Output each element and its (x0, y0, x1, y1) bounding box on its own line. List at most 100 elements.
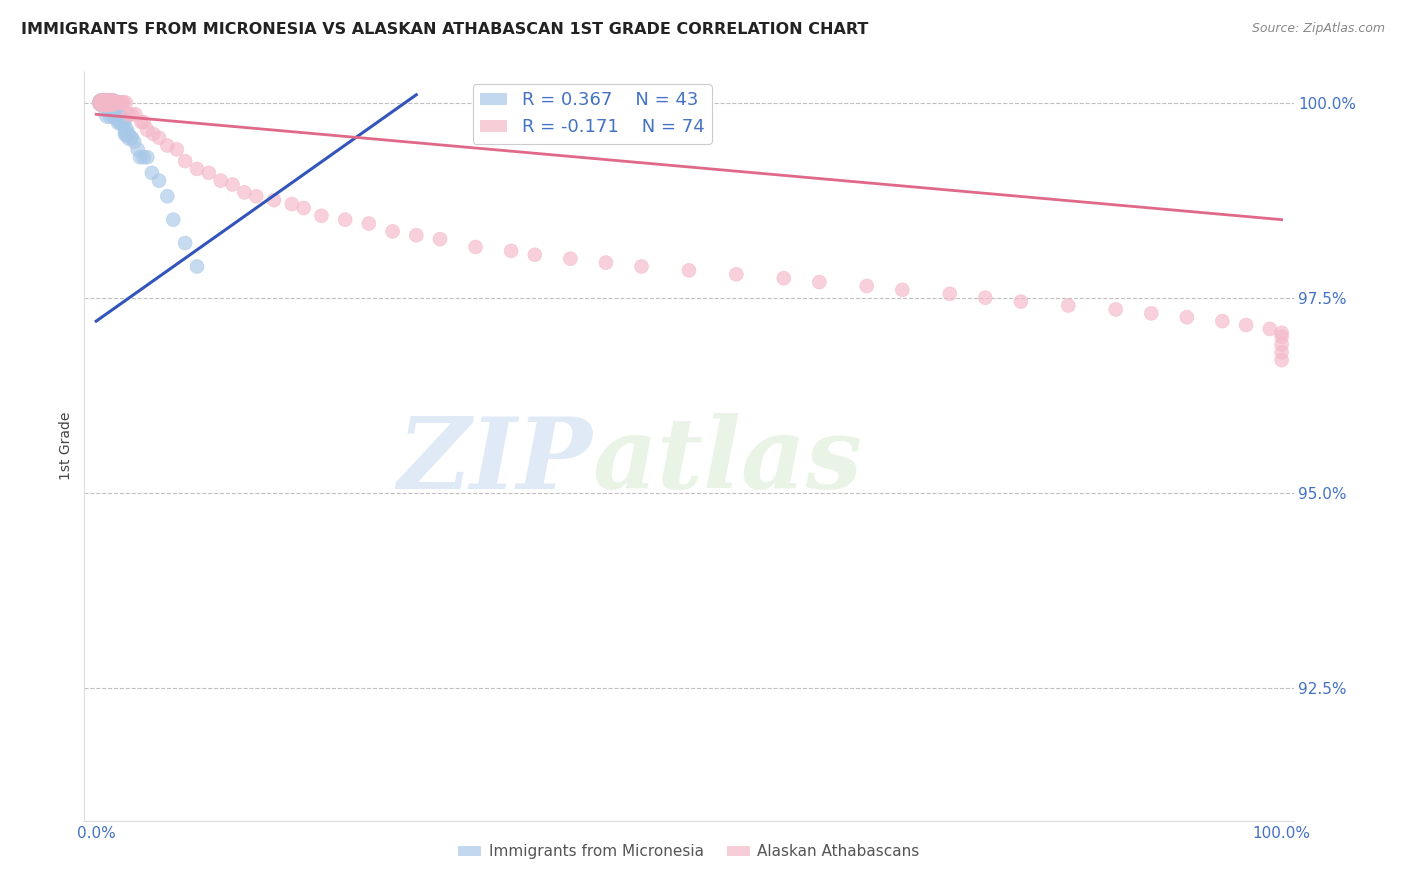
Point (132, 115, 155, 129)
Point (142, 127, 165, 141)
Point (381, 224, 404, 238)
Point (630, 260, 652, 274)
Point (90, 95, 112, 110)
Point (166, 142, 188, 156)
Point (111, 115, 134, 129)
Point (94, 95, 117, 110)
Point (209, 174, 232, 188)
Point (132, 150, 155, 164)
Point (1010, 294, 1032, 309)
Point (121, 107, 143, 121)
Point (198, 166, 221, 180)
Point (100, 107, 122, 121)
Point (678, 263, 700, 277)
Point (124, 107, 146, 121)
Point (221, 178, 243, 192)
Point (1271, 345, 1294, 359)
Point (103, 95, 125, 110)
Point (91, 95, 114, 110)
Point (104, 107, 127, 121)
Text: IMMIGRANTS FROM MICRONESIA VS ALASKAN ATHABASCAN 1ST GRADE CORRELATION CHART: IMMIGRANTS FROM MICRONESIA VS ALASKAN AT… (21, 22, 869, 37)
Point (122, 135, 145, 149)
Point (725, 268, 748, 282)
Point (115, 95, 138, 110)
Point (263, 193, 285, 207)
Point (136, 150, 159, 164)
Point (96, 95, 118, 110)
Point (186, 260, 208, 274)
Point (1105, 302, 1128, 317)
Legend: Immigrants from Micronesia, Alaskan Athabascans: Immigrants from Micronesia, Alaskan Atha… (453, 838, 925, 865)
Point (91, 95, 114, 110)
Point (103, 107, 125, 121)
Point (938, 286, 960, 301)
Y-axis label: 1st Grade: 1st Grade (59, 412, 73, 480)
Point (156, 189, 179, 203)
Point (97, 107, 120, 121)
Point (107, 115, 129, 129)
Text: ZIP: ZIP (398, 413, 592, 509)
Point (105, 107, 128, 121)
Point (772, 271, 794, 285)
Point (100, 95, 122, 110)
Point (292, 201, 315, 215)
Point (107, 95, 129, 110)
Point (405, 228, 427, 243)
Point (127, 142, 149, 156)
Point (94, 95, 117, 110)
Point (93, 95, 115, 110)
Point (121, 130, 143, 145)
Point (148, 174, 170, 188)
Point (91, 95, 114, 110)
Point (118, 130, 141, 145)
Point (105, 95, 128, 110)
Point (523, 248, 546, 262)
Point (311, 209, 333, 223)
Point (233, 186, 256, 200)
Point (115, 123, 138, 137)
Point (464, 240, 486, 254)
Point (333, 212, 356, 227)
Point (1057, 299, 1080, 313)
Point (808, 275, 831, 289)
Point (1140, 306, 1163, 320)
Point (1271, 337, 1294, 351)
Point (429, 232, 451, 246)
Point (115, 127, 138, 141)
Point (112, 95, 135, 110)
Point (100, 95, 122, 110)
Point (98, 95, 121, 110)
Point (101, 95, 124, 110)
Point (595, 255, 617, 269)
Point (96, 95, 118, 110)
Point (1234, 318, 1257, 332)
Text: Source: ZipAtlas.com: Source: ZipAtlas.com (1251, 22, 1385, 36)
Point (104, 95, 127, 110)
Point (96, 95, 118, 110)
Point (974, 291, 997, 305)
Point (100, 95, 122, 110)
Point (94, 95, 117, 110)
Point (560, 252, 582, 266)
Point (100, 95, 122, 110)
Point (141, 166, 163, 180)
Point (1258, 322, 1281, 336)
Point (115, 127, 138, 141)
Point (1175, 310, 1198, 325)
Point (1211, 314, 1233, 328)
Point (136, 123, 159, 137)
Point (156, 138, 179, 153)
Point (129, 115, 152, 129)
Point (98, 95, 121, 110)
Point (117, 107, 139, 121)
Point (93, 95, 115, 110)
Point (855, 279, 877, 293)
Point (111, 95, 134, 110)
Text: atlas: atlas (592, 413, 862, 509)
Point (162, 212, 184, 227)
Point (108, 95, 131, 110)
Point (1271, 330, 1294, 344)
Point (129, 150, 152, 164)
Point (174, 154, 197, 169)
Point (91, 95, 114, 110)
